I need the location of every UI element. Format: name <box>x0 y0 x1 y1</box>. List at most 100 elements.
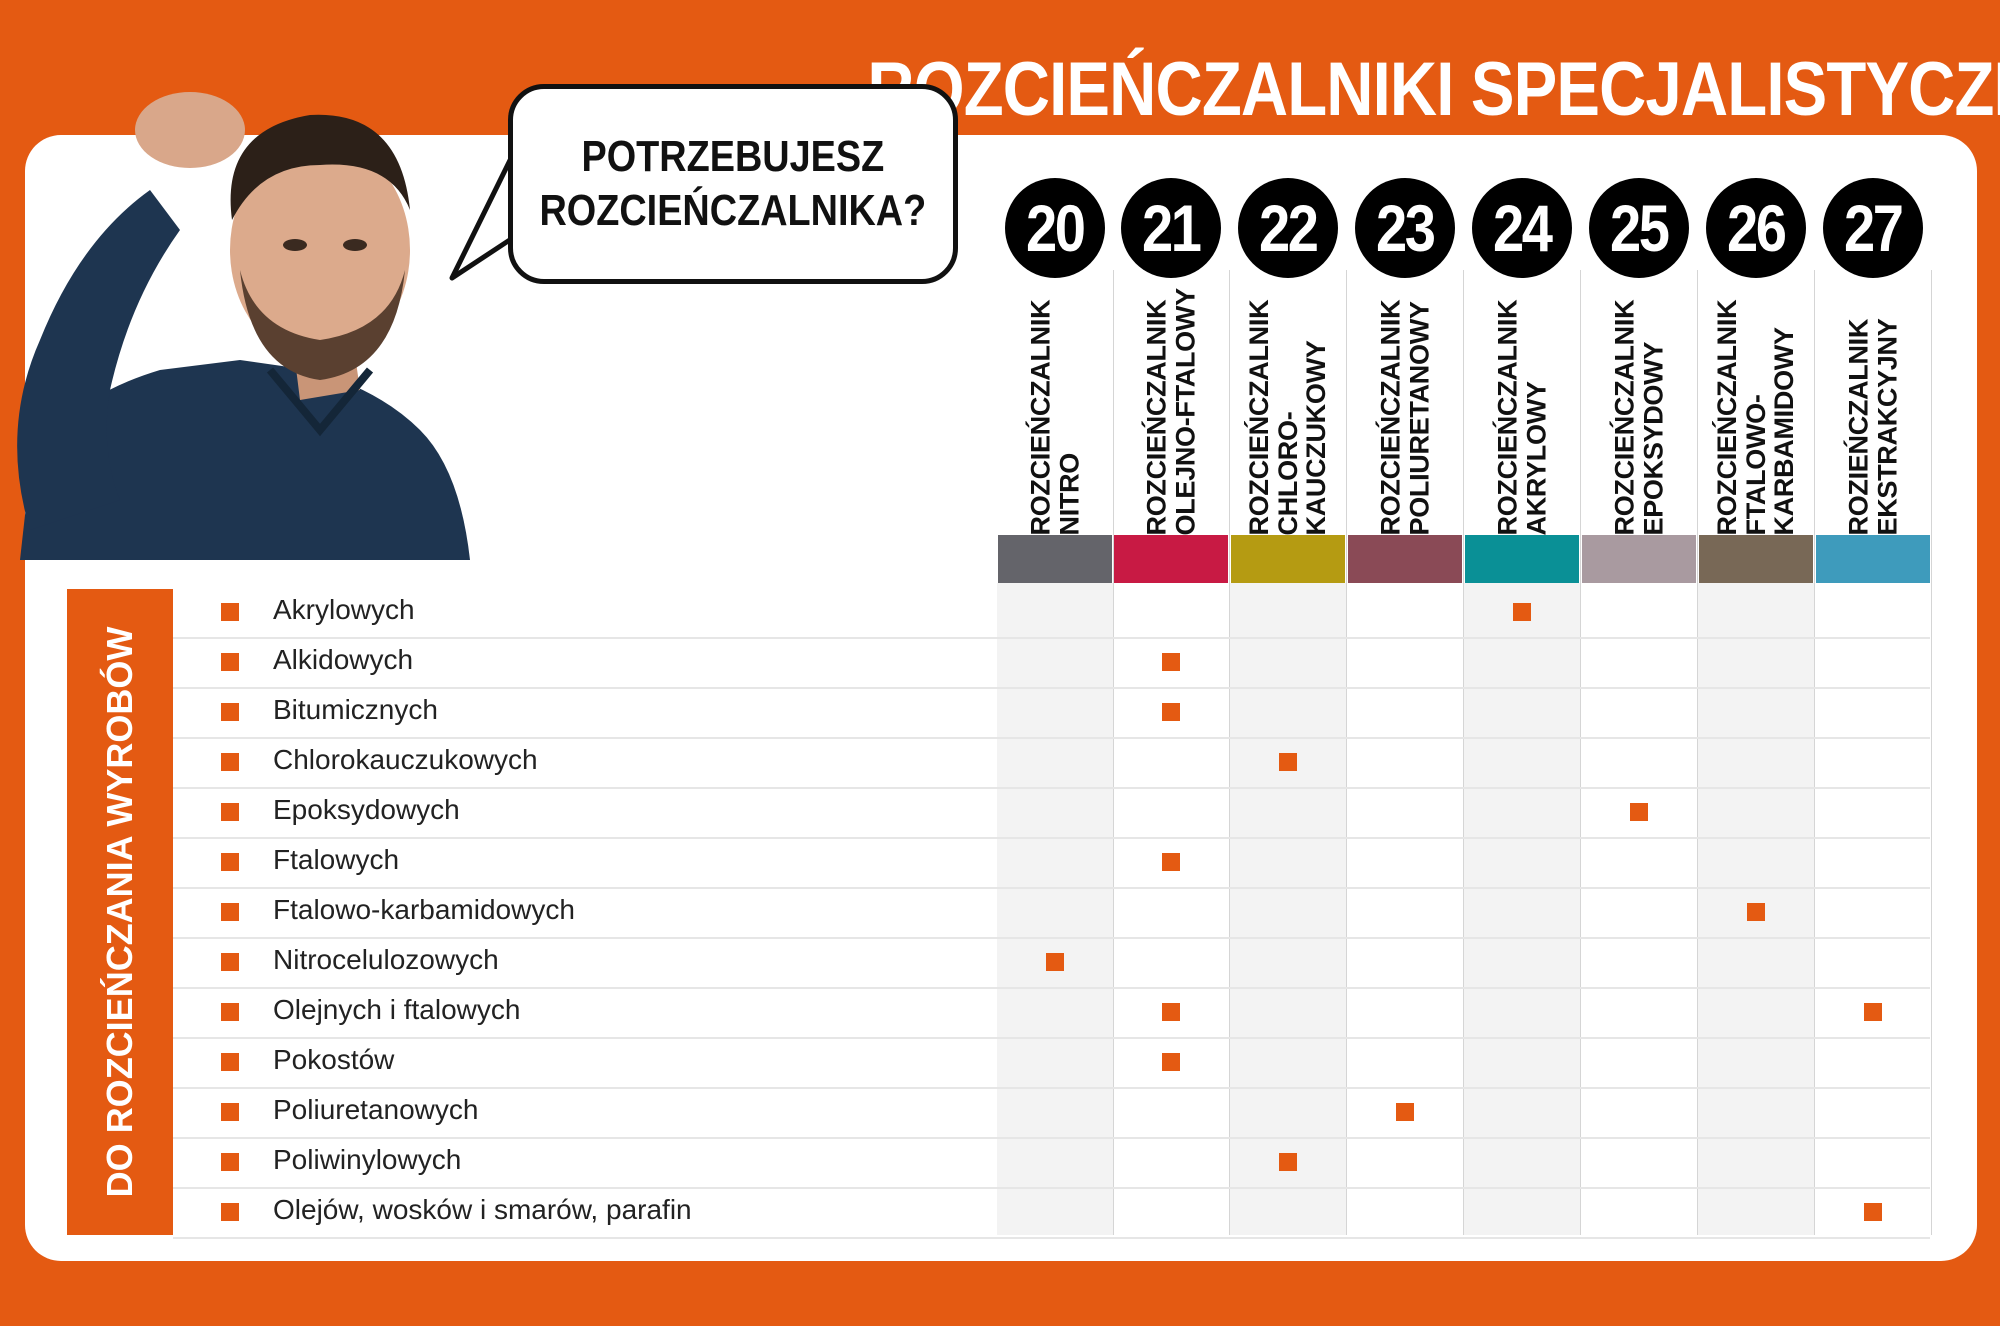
row-label: Ftalowo-karbamidowych <box>273 894 575 925</box>
subtitle: Dobierz odpowiedni <box>559 318 921 360</box>
row-bullet-icon <box>221 1053 239 1071</box>
thinking-man-illustration <box>17 92 470 560</box>
row-label: Poliwinylowych <box>273 1144 462 1175</box>
table-row: Ftalowo-karbamidowych <box>173 889 1930 939</box>
row-divider <box>173 637 1930 639</box>
column-color-swatch <box>1699 535 1813 583</box>
row-bullet-icon <box>221 603 239 621</box>
column-number-badge: 22 <box>1238 178 1338 278</box>
row-bullet-icon <box>221 753 239 771</box>
row-bullet-icon <box>221 653 239 671</box>
row-divider <box>173 1037 1930 1039</box>
row-label: Akrylowych <box>273 594 415 625</box>
column-divider <box>1113 270 1114 1235</box>
row-label: Alkidowych <box>273 644 414 675</box>
compatibility-mark <box>1162 1053 1180 1071</box>
column-header: ROZCIEŃCZALNIK OLEJNO-FTALOWY <box>1113 270 1229 535</box>
column-color-swatch <box>1348 535 1462 583</box>
row-label: Olejów, wosków i smarów, parafin <box>273 1194 692 1225</box>
table-row: Poliuretanowych <box>173 1089 1930 1139</box>
column-header: ROZCIEŃCZALNIK AKRYLOWY <box>1464 270 1580 535</box>
column-divider <box>1346 270 1347 1235</box>
column-number-badge: 26 <box>1706 178 1806 278</box>
compatibility-mark <box>1279 753 1297 771</box>
column-header-label: ROZCIEŃCZALNIK NITRO <box>1025 299 1084 535</box>
row-divider <box>173 937 1930 939</box>
column-number-badge: 20 <box>1005 178 1105 278</box>
row-divider <box>173 987 1930 989</box>
table-row: Nitrocelulozowych <box>173 939 1930 989</box>
compatibility-mark <box>1162 703 1180 721</box>
column-number-badge: 24 <box>1472 178 1572 278</box>
column-number-badge: 21 <box>1121 178 1221 278</box>
row-label: Chlorokauczukowych <box>273 744 538 775</box>
table-row: Akrylowych <box>173 589 1930 639</box>
column-divider <box>1931 270 1932 1235</box>
compatibility-mark <box>1162 653 1180 671</box>
column-number: 22 <box>1259 191 1319 265</box>
row-bullet-icon <box>221 1003 239 1021</box>
row-label: Olejnych i ftalowych <box>273 994 521 1025</box>
row-divider <box>173 1187 1930 1189</box>
column-number: 26 <box>1727 191 1787 265</box>
row-divider <box>173 1237 1930 1239</box>
row-divider <box>173 1087 1930 1089</box>
column-color-swatch <box>1231 535 1345 583</box>
column-divider <box>1463 270 1464 1235</box>
column-shade <box>1230 583 1346 1235</box>
row-bullet-icon <box>221 953 239 971</box>
row-label: Epoksydowych <box>273 794 460 825</box>
compatibility-mark <box>1162 853 1180 871</box>
row-divider <box>173 1137 1930 1139</box>
column-header-label: ROZCIEŃCZALNIK FTALOWO- KARBAMIDOWY <box>1712 299 1800 535</box>
table-row: Alkidowych <box>173 639 1930 689</box>
column-number: 20 <box>1026 191 1086 265</box>
column-color-swatch <box>1465 535 1579 583</box>
column-color-swatch <box>998 535 1112 583</box>
side-label-box: DO ROZCIEŃCZANIA WYROBÓW <box>67 589 173 1235</box>
column-number-badge: 25 <box>1589 178 1689 278</box>
row-label: Pokostów <box>273 1044 395 1075</box>
row-bullet-icon <box>221 1153 239 1171</box>
column-number: 21 <box>1142 191 1202 265</box>
row-bullet-icon <box>221 803 239 821</box>
column-header: ROZIEŃCZALNIK EKSTRAKCYJNY <box>1815 270 1931 535</box>
table-row: Epoksydowych <box>173 789 1930 839</box>
column-header-label: ROZCIEŃCZALNIK OLEJNO-FTALOWY <box>1141 287 1200 535</box>
column-header-label: ROZCIEŃCZALNIK AKRYLOWY <box>1492 299 1551 535</box>
column-header: ROZCIEŃCZALNIK CHLORO- KAUCZUKOWY <box>1230 270 1346 535</box>
column-number: 27 <box>1844 191 1904 265</box>
row-bullet-icon <box>221 1103 239 1121</box>
row-divider <box>173 787 1930 789</box>
side-label: DO ROZCIEŃCZANIA WYROBÓW <box>99 626 140 1198</box>
table-row: Ftalowych <box>173 839 1930 889</box>
row-bullet-icon <box>221 1203 239 1221</box>
speech-bubble: POTRZEBUJESZ ROZCIEŃCZALNIKA? <box>508 84 958 284</box>
compatibility-mark <box>1747 903 1765 921</box>
compatibility-mark <box>1279 1153 1297 1171</box>
column-shade <box>1464 583 1580 1235</box>
table-row: Chlorokauczukowych <box>173 739 1930 789</box>
column-header-label: ROZCIEŃCZALNIK POLIURETANOWY <box>1375 299 1434 535</box>
column-shade <box>997 583 1113 1235</box>
row-label: Nitrocelulozowych <box>273 944 499 975</box>
column-header-label: ROZIEŃCZALNIK EKSTRAKCYJNY <box>1843 318 1902 535</box>
compatibility-mark <box>1162 1003 1180 1021</box>
column-header: ROZCIEŃCZALNIK FTALOWO- KARBAMIDOWY <box>1698 270 1814 535</box>
column-divider <box>1580 270 1581 1235</box>
row-divider <box>173 687 1930 689</box>
column-divider <box>1229 270 1230 1235</box>
row-label: Bitumicznych <box>273 694 438 725</box>
row-bullet-icon <box>221 903 239 921</box>
column-header: ROZCIEŃCZALNIK POLIURETANOWY <box>1347 270 1463 535</box>
column-header: ROZCIEŃCZALNIK NITRO <box>997 270 1113 535</box>
row-divider <box>173 837 1930 839</box>
column-number-badge: 27 <box>1823 178 1923 278</box>
column-number: 23 <box>1376 191 1436 265</box>
compatibility-mark <box>1864 1003 1882 1021</box>
column-color-swatch <box>1114 535 1228 583</box>
table-row: Poliwinylowych <box>173 1139 1930 1189</box>
row-divider <box>173 737 1930 739</box>
compatibility-mark <box>1513 603 1531 621</box>
compatibility-mark <box>1046 953 1064 971</box>
